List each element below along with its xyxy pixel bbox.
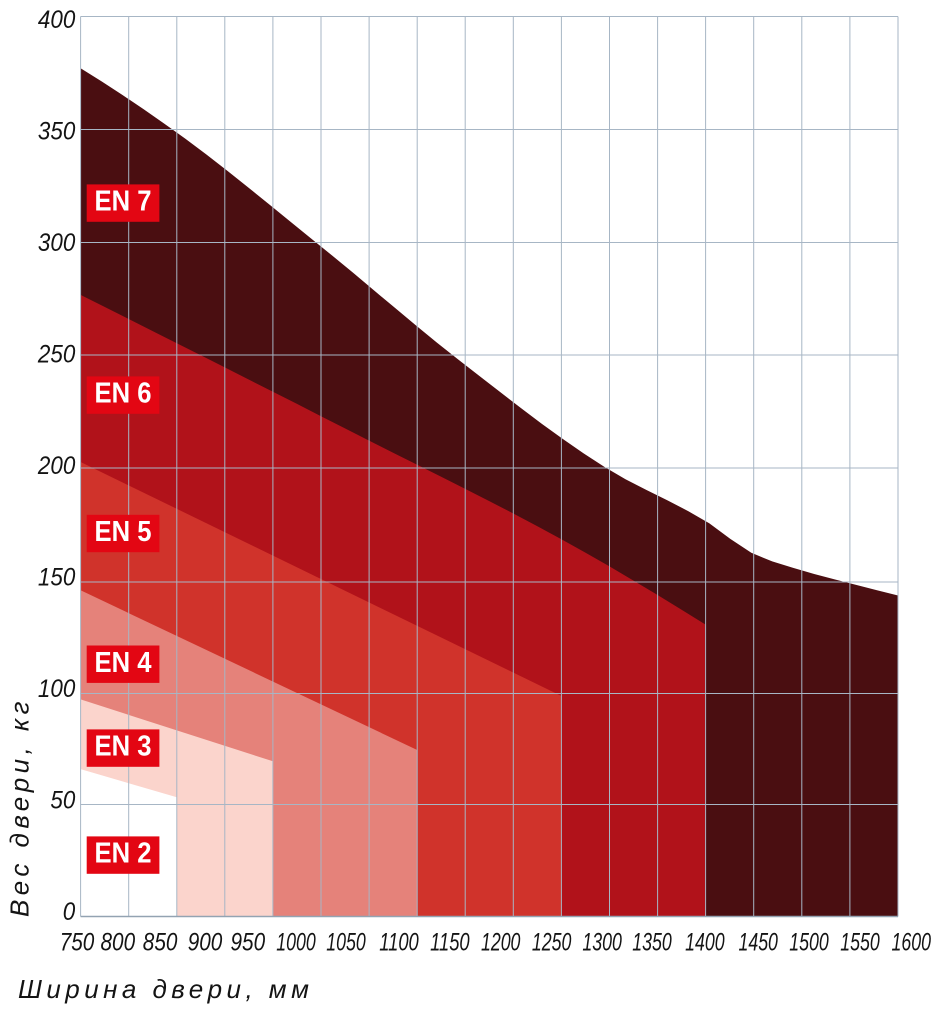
- svg-text:EN 4: EN 4: [95, 647, 152, 679]
- svg-text:1550: 1550: [840, 929, 880, 957]
- svg-text:350: 350: [38, 117, 75, 145]
- svg-text:800: 800: [101, 929, 136, 957]
- svg-text:1350: 1350: [632, 929, 672, 957]
- svg-text:0: 0: [63, 898, 76, 926]
- svg-text:1100: 1100: [379, 929, 419, 957]
- svg-text:900: 900: [188, 929, 223, 957]
- svg-text:1200: 1200: [481, 929, 521, 957]
- svg-text:1150: 1150: [430, 929, 470, 957]
- svg-text:Ширина двери, мм: Ширина двери, мм: [18, 974, 313, 1004]
- svg-text:1450: 1450: [738, 929, 778, 957]
- svg-text:100: 100: [38, 675, 75, 703]
- svg-text:1400: 1400: [685, 929, 725, 957]
- svg-text:750: 750: [60, 929, 95, 957]
- svg-text:1600: 1600: [892, 929, 932, 957]
- svg-text:EN 3: EN 3: [95, 731, 152, 763]
- svg-text:50: 50: [50, 786, 75, 814]
- svg-text:1500: 1500: [789, 929, 829, 957]
- svg-text:200: 200: [37, 452, 75, 480]
- svg-text:250: 250: [37, 340, 75, 368]
- svg-text:400: 400: [38, 6, 75, 34]
- svg-text:Вес двери, кг: Вес двери, кг: [5, 697, 35, 917]
- svg-text:1250: 1250: [532, 929, 572, 957]
- svg-text:EN 2: EN 2: [95, 838, 152, 870]
- svg-text:850: 850: [143, 929, 178, 957]
- svg-text:1300: 1300: [582, 929, 622, 957]
- svg-text:950: 950: [231, 929, 266, 957]
- svg-text:1000: 1000: [276, 929, 316, 957]
- svg-text:150: 150: [38, 563, 75, 591]
- svg-text:EN 7: EN 7: [95, 186, 152, 218]
- svg-text:1050: 1050: [326, 929, 366, 957]
- svg-text:300: 300: [38, 229, 75, 257]
- svg-text:EN 5: EN 5: [95, 516, 152, 548]
- svg-text:EN 6: EN 6: [95, 378, 152, 410]
